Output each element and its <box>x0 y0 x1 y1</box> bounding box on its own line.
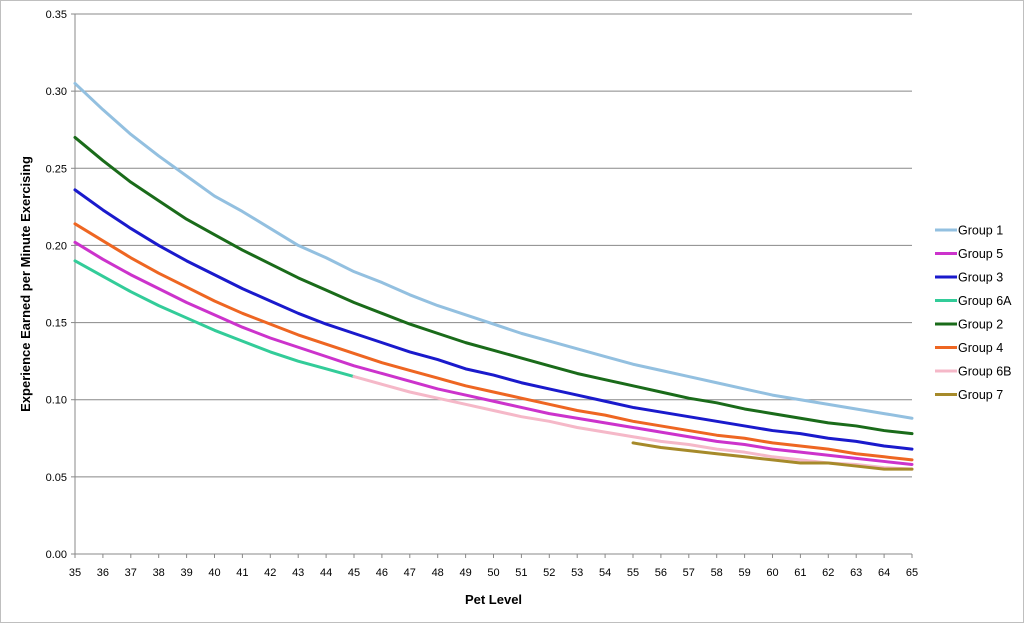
x-tick-label: 38 <box>153 567 165 579</box>
x-tick-label: 51 <box>515 567 527 579</box>
x-tick-label: 61 <box>794 567 806 579</box>
x-tick-label: 48 <box>432 567 444 579</box>
series-line-group-1 <box>73 81 914 420</box>
x-tick-label: 44 <box>320 567 332 579</box>
y-tick-label: 0.35 <box>46 9 67 21</box>
legend-label-group-6b: Group 6B <box>958 365 1012 379</box>
series-line-group-2 <box>73 135 914 436</box>
y-tick-label: 0.30 <box>46 86 67 98</box>
legend-label-group-4: Group 4 <box>958 341 1003 355</box>
x-tick-label: 50 <box>487 567 499 579</box>
x-tick-label: 49 <box>459 567 471 579</box>
y-tick-label: 0.10 <box>46 395 67 407</box>
x-tick-label: 45 <box>348 567 360 579</box>
series-line-group-6a <box>73 259 356 379</box>
x-tick-label: 55 <box>627 567 639 579</box>
x-tick-label: 42 <box>264 567 276 579</box>
x-tick-label: 43 <box>292 567 304 579</box>
x-tick-label: 37 <box>125 567 137 579</box>
x-tick-label: 52 <box>543 567 555 579</box>
x-tick-label: 58 <box>711 567 723 579</box>
x-tick-label: 46 <box>376 567 388 579</box>
y-tick-label: 0.05 <box>46 472 67 484</box>
x-tick-label: 47 <box>404 567 416 579</box>
legend: Group 1 Group 5 Group 3 Group 6A Group 2 Grou… <box>935 224 1012 402</box>
series-line-group-5 <box>73 240 914 467</box>
legend-label-group-2: Group 2 <box>958 318 1003 332</box>
x-tick-label: 53 <box>571 567 583 579</box>
legend-label-group-7: Group 7 <box>958 388 1003 402</box>
gridlines <box>75 13 912 478</box>
y-tick-label: 0.15 <box>46 318 67 330</box>
series-line-group-4 <box>73 222 914 462</box>
x-tick-label: 60 <box>766 567 778 579</box>
legend-label-group-3: Group 3 <box>958 271 1003 285</box>
x-axis-title: Pet Level <box>465 592 522 607</box>
x-tick-label: 41 <box>236 567 248 579</box>
x-tick-label: 65 <box>906 567 918 579</box>
x-tick-label: 35 <box>69 567 81 579</box>
x-tick-label: 40 <box>208 567 220 579</box>
tick-labels: 0.00 0.05 0.10 0.15 0.20 0.25 0.30 0.35 35 36 37 38… <box>46 9 919 579</box>
x-tick-label: 57 <box>683 567 695 579</box>
x-tick-label: 36 <box>97 567 109 579</box>
x-tick-label: 59 <box>738 567 750 579</box>
legend-label-group-6a: Group 6A <box>958 294 1012 308</box>
y-tick-label: 0.00 <box>46 549 67 561</box>
y-tick-label: 0.25 <box>46 163 67 175</box>
x-tick-label: 62 <box>822 567 834 579</box>
x-tick-label: 56 <box>655 567 667 579</box>
series-line-group-3 <box>73 188 914 451</box>
legend-label-group-5: Group 5 <box>958 247 1003 261</box>
legend-label-group-1: Group 1 <box>958 224 1003 238</box>
x-tick-label: 63 <box>850 567 862 579</box>
y-tick-label: 0.20 <box>46 240 67 252</box>
y-axis-title: Experience Earned per Minute Exercising <box>18 156 33 412</box>
axes <box>71 13 913 558</box>
series-line-group-7 <box>631 441 914 471</box>
x-tick-label: 64 <box>878 567 890 579</box>
series-lines <box>73 81 914 471</box>
x-tick-label: 54 <box>599 567 611 579</box>
x-tick-label: 39 <box>180 567 192 579</box>
